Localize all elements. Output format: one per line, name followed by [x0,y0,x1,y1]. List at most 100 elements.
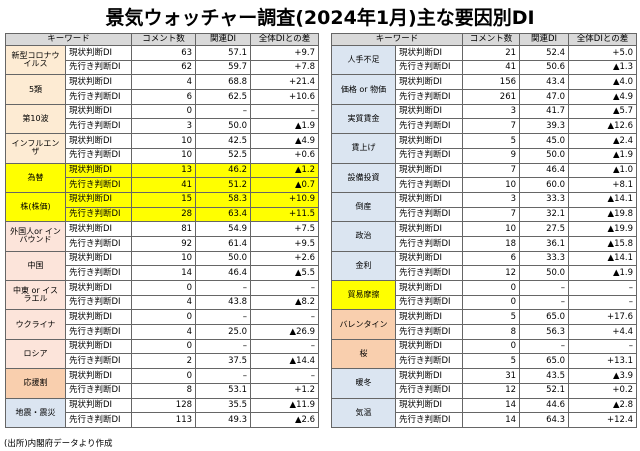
value-cell: ▲11.9 [250,397,320,414]
indicator-cell: 先行き判断DI [64,59,133,76]
value-cell: ▲26.9 [250,324,320,340]
data-row: 政治 現状判断DI 10 27.5 ▲19.9 [331,221,638,252]
indicator-cell: 先行き判断DI [394,206,464,223]
keyword-cell: 応援割 [5,368,66,399]
indicator-cell: 現状判断DI [394,74,464,91]
value-cell: 52.1 [519,382,570,399]
value-cell: 65.0 [519,353,570,370]
indicator-cell: 現状判断DI [64,103,133,120]
value-cell: ▲2.8 [568,397,638,414]
data-row: 先行き判断DI 41 51.2 ▲0.7 [6,177,320,193]
value-cell: 52.5 [195,147,252,164]
value-cell: 44.6 [519,397,570,414]
keyword-cell: ウクライナ [5,309,66,340]
value-cell: ▲2.6 [250,412,320,428]
value-cell: – [195,280,252,296]
value-cell: 35.5 [195,397,252,414]
data-row: 気温 現状判断DI 14 44.6 ▲2.8 [331,397,638,428]
data-row: ウクライナ 現状判断DI 0– – [5,309,320,340]
value-cell: 46.4 [519,162,570,179]
value-cell: ▲1.9 [568,265,638,281]
indicator-cell: 現状判断DI [394,162,464,179]
keyword-cell: 賃上げ [331,133,396,164]
header-row: キーワード コメント数 関連DI 全体DIとの差 [330,33,638,46]
indicator-cell: 現状判断DI [64,162,133,179]
value-cell: 6 [462,250,521,267]
value-cell: 9 [462,147,521,164]
value-cell: 10 [462,221,521,237]
indicator-cell: 先行き判断DI [64,89,133,105]
value-cell: 4 [131,324,197,340]
header-cell: キーワード [330,33,464,46]
keyword-cell: バレンタイン [331,309,396,340]
value-cell: 3 [462,191,521,208]
value-cell: 47.0 [519,89,570,105]
value-cell: 50.0 [195,250,252,267]
data-row: 先行き判断DI 6 62.5 +10.6 [6,89,320,105]
value-cell: 7 [462,206,521,223]
data-row: 応援割 現状判断DI 0– – [5,368,320,399]
indicator-cell: 先行き判断DI [64,265,133,281]
data-row: 桜現状判断DI 0– – [331,338,638,370]
value-cell: 28 [131,206,197,223]
keyword-cell: 株(株価) [5,191,66,223]
indicator-cell: 現状判断DI [64,309,133,326]
data-row: 先行き判断DI 2 37.5 ▲14.4 [6,353,320,370]
value-cell: 81 [131,221,197,237]
value-cell: +5.0 [568,45,638,61]
value-cell: 12 [462,382,521,399]
value-cell: 65.0 [519,309,570,326]
data-row: 倒産 現状判断DI 3 33.3 ▲14.1 [331,191,638,223]
indicator-cell: 先行き判断DI [394,235,464,252]
header-cell: キーワード [4,33,133,46]
value-cell: 15 [131,191,197,208]
keyword-cell: 貿易摩擦 [331,279,396,311]
indicator-cell: 現状判断DI [64,368,133,384]
data-row: 賃上げ 現状判断DI 5 45.0 ▲2.4 [331,133,638,164]
value-cell: ▲4.9 [250,133,320,149]
value-cell: – [195,103,252,120]
value-cell: 56.3 [519,324,570,340]
value-cell: ▲14.1 [568,250,638,267]
indicator-cell: 現状判断DI [64,397,133,414]
indicator-cell: 現状判断DI [64,45,133,61]
value-cell: 0 [462,294,521,311]
value-cell: 50.6 [519,59,570,76]
keyword-cell: 新型コロナウイルス [5,44,66,76]
indicator-cell: 現状判断DI [64,250,133,267]
data-row: 先行き判断DI 4 43.8 ▲8.2 [6,294,320,311]
indicator-cell: 先行き判断DI [394,294,464,311]
value-cell: 4 [131,74,197,91]
data-row: 株(株価) 現状判断DI 15 58.3 +10.9 [5,191,320,223]
value-cell: 50.0 [519,265,570,281]
data-row: 先行き判断DI 62 59.7 +7.8 [6,59,320,76]
value-cell: +21.4 [250,74,320,91]
keyword-cell: ロシア [5,338,66,370]
value-cell: +4.4 [568,324,638,340]
indicator-cell: 先行き判断DI [394,118,464,135]
value-cell: 33.3 [519,191,570,208]
value-cell: – [568,294,638,311]
data-row: 先行き判断DI 113 49.3 ▲2.6 [6,412,320,428]
value-cell: 12 [462,265,521,281]
indicator-cell: 現状判断DI [394,45,464,61]
value-cell: 32.1 [519,206,570,223]
value-cell: +2.6 [250,250,320,267]
keyword-cell: 倒産 [331,191,396,223]
data-row: 先行き判断DI 41 50.6 ▲1.3 [332,59,638,76]
indicator-cell: 先行き判断DI [394,177,464,193]
value-cell: 0 [462,280,521,296]
keyword-cell: 外国人or インバウンド [5,221,66,252]
value-cell: 92 [131,235,197,252]
value-cell: +7.8 [250,59,320,76]
value-cell: ▲14.4 [250,353,320,370]
value-cell: +17.6 [568,309,638,326]
value-cell: 113 [131,412,197,428]
keyword-cell: 為替 [5,162,66,193]
data-row: 中東 or イスラエル 現状判断DI 0– – [5,279,320,311]
indicator-cell: 現状判断DI [394,250,464,267]
indicator-cell: 先行き判断DI [394,382,464,399]
value-cell: 45.0 [519,133,570,149]
value-cell: 58.3 [195,191,252,208]
data-row: 設備投資 現状判断DI 7 46.4 ▲1.0 [331,162,638,193]
